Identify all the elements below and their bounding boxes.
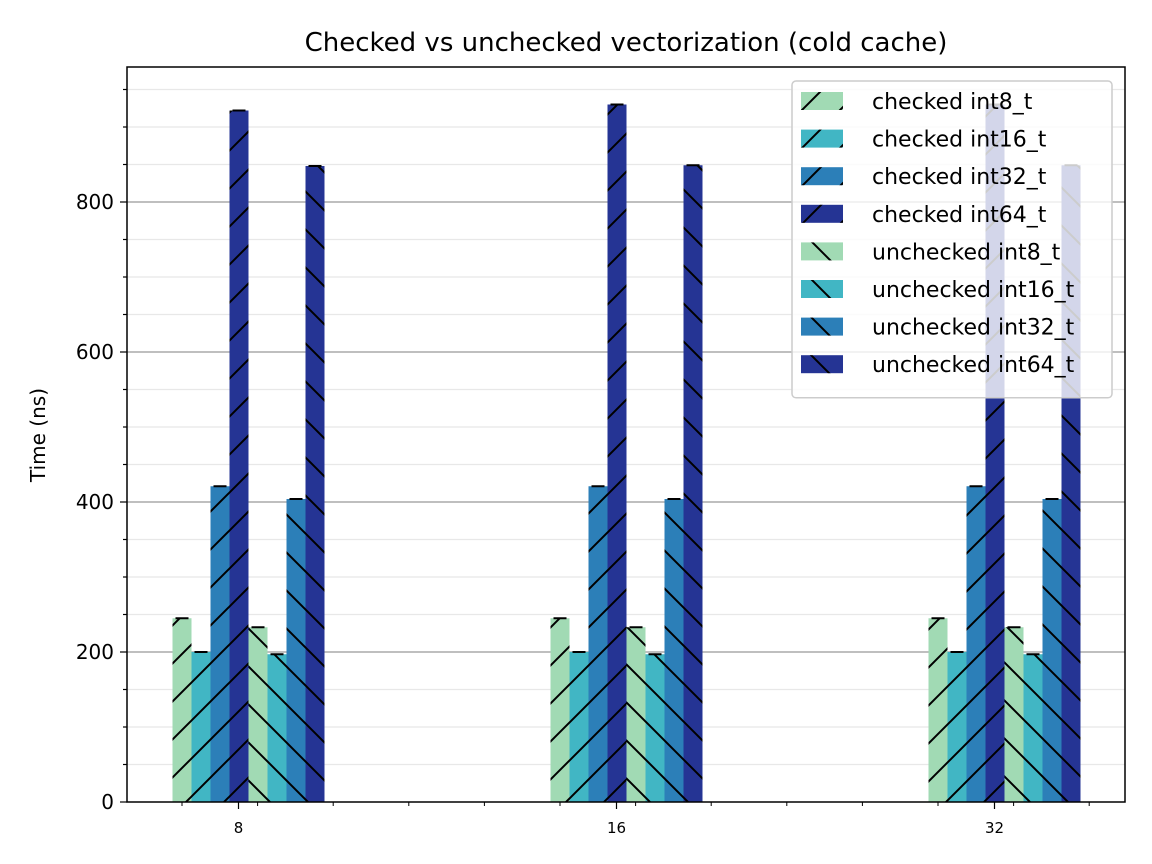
- bar-hatch: [928, 618, 948, 802]
- bar-hatch: [1042, 499, 1062, 802]
- legend-entry: unchecked int32_t: [872, 316, 1075, 341]
- y-axis-ticks: 0 200 400 600 800: [76, 88, 127, 814]
- legend-swatch-hatch: [801, 204, 843, 223]
- bar-hatch: [229, 110, 249, 802]
- bar-hatch: [1004, 627, 1024, 802]
- bar-hatch: [191, 652, 211, 802]
- bar-hatch: [664, 499, 684, 802]
- bar-hatch: [305, 166, 325, 802]
- legend-swatch-hatch: [801, 129, 843, 148]
- legend-box: [791, 80, 1113, 399]
- bar-hatch: [626, 627, 646, 802]
- legend-entry: unchecked int16_t: [872, 278, 1075, 303]
- x-tick-label: 8: [234, 819, 244, 837]
- y-tick-label: 800: [76, 190, 114, 214]
- bar-hatch: [1023, 654, 1043, 802]
- legend-swatch-hatch: [801, 355, 843, 374]
- bar-hatch: [172, 618, 192, 802]
- bar-hatch: [966, 486, 986, 802]
- bar-hatch: [550, 618, 570, 802]
- legend-entry: unchecked int64_t: [872, 353, 1075, 378]
- bar-hatch: [569, 652, 589, 802]
- plot-frame: [126, 66, 1126, 803]
- legend-entry: checked int8_t: [872, 90, 1033, 115]
- x-tick-label: 16: [607, 819, 626, 837]
- bar-hatch: [607, 104, 627, 802]
- y-axis-label: Time (ns): [26, 388, 50, 483]
- bar-hatch: [645, 654, 665, 802]
- legend-swatch-hatch: [801, 280, 843, 298]
- legend-entry: unchecked int8_t: [872, 240, 1061, 265]
- legend-swatch-hatch: [801, 167, 843, 186]
- legend-swatch-hatch: [801, 317, 843, 336]
- legend-entry: checked int64_t: [872, 203, 1047, 228]
- bar-hatch: [683, 165, 703, 802]
- bar-hatch: [947, 652, 967, 802]
- bar-hatch: [286, 499, 306, 802]
- legend-entry: checked int32_t: [872, 165, 1047, 190]
- x-tick-label: 32: [985, 819, 1004, 837]
- bar-hatch: [267, 654, 287, 802]
- y-tick-label: 200: [76, 640, 114, 664]
- legend-entry: checked int16_t: [872, 128, 1047, 153]
- bar-hatch: [588, 486, 608, 802]
- y-tick-label: 0: [101, 790, 114, 814]
- legend-swatch-hatch: [801, 92, 843, 110]
- chart-title: Checked vs unchecked vectorization (cold…: [305, 28, 948, 58]
- x-axis-ticks: 8 16 32: [181, 802, 1090, 837]
- y-tick-label: 400: [76, 490, 114, 514]
- bar-hatch: [248, 627, 268, 802]
- legend-swatch-hatch: [801, 242, 843, 261]
- y-tick-label: 600: [76, 340, 114, 364]
- bar-hatch: [210, 486, 230, 802]
